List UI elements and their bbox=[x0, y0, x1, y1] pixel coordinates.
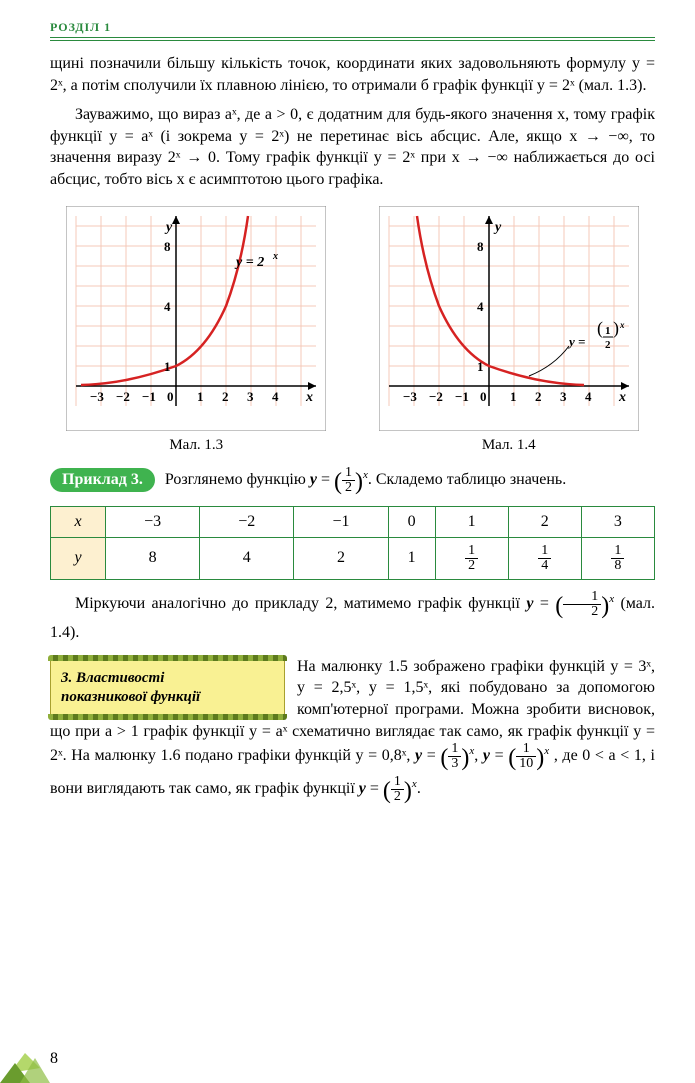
paragraph-3: Міркуючи аналогічно до прикладу 2, матим… bbox=[50, 590, 655, 644]
example-pill: Приклад 3. bbox=[50, 468, 155, 492]
table-header-y: y bbox=[51, 537, 106, 579]
svg-text:0: 0 bbox=[167, 389, 174, 404]
section-header: РОЗДІЛ 1 bbox=[50, 20, 655, 38]
svg-text:4: 4 bbox=[272, 389, 279, 404]
header-label: РОЗДІЛ 1 bbox=[50, 20, 111, 34]
table-cell: 3 bbox=[581, 506, 654, 537]
table-cell: 14 bbox=[508, 537, 581, 579]
svg-text:−1: −1 bbox=[455, 389, 469, 404]
svg-text:x: x bbox=[618, 390, 626, 405]
svg-text:8: 8 bbox=[477, 239, 484, 254]
svg-text:y: y bbox=[164, 220, 173, 235]
table-cell: 1 bbox=[435, 506, 508, 537]
example-text-before: Розглянемо функцію bbox=[165, 471, 310, 488]
table-cell: 8 bbox=[106, 537, 200, 579]
svg-text:8: 8 bbox=[164, 239, 171, 254]
chart-1-wrapper: y x y = 2 x −3 −2 −1 0 1 2 3 4 1 4 8 Мал… bbox=[66, 206, 326, 454]
svg-text:1: 1 bbox=[605, 325, 611, 337]
svg-text:): ) bbox=[613, 318, 619, 339]
svg-text:x: x bbox=[305, 390, 313, 405]
svg-text:2: 2 bbox=[222, 389, 229, 404]
svg-text:2: 2 bbox=[535, 389, 542, 404]
chart-1-caption: Мал. 1.3 bbox=[169, 437, 223, 454]
table-header-x: x bbox=[51, 506, 106, 537]
chart-1: y x y = 2 x −3 −2 −1 0 1 2 3 4 1 4 8 bbox=[66, 206, 326, 431]
values-table: x −3 −2 −1 0 1 2 3 y 8 4 2 1 12 14 18 bbox=[50, 506, 655, 580]
svg-text:y = 2: y = 2 bbox=[234, 255, 264, 270]
svg-text:1: 1 bbox=[164, 359, 171, 374]
svg-text:4: 4 bbox=[585, 389, 592, 404]
callout-line2: показникової функції bbox=[61, 688, 274, 707]
table-cell: 0 bbox=[388, 506, 435, 537]
svg-text:−2: −2 bbox=[116, 389, 130, 404]
svg-text:−3: −3 bbox=[90, 389, 104, 404]
example-3-line: Приклад 3. Розглянемо функцію y = (12)x.… bbox=[50, 466, 655, 496]
svg-text:0: 0 bbox=[480, 389, 487, 404]
svg-text:−1: −1 bbox=[142, 389, 156, 404]
charts-row: y x y = 2 x −3 −2 −1 0 1 2 3 4 1 4 8 Мал… bbox=[50, 206, 655, 454]
svg-text:2: 2 bbox=[605, 339, 611, 351]
table-row: x −3 −2 −1 0 1 2 3 bbox=[51, 506, 655, 537]
corner-decoration-icon bbox=[0, 1013, 60, 1083]
svg-text:3: 3 bbox=[247, 389, 254, 404]
paragraph-1: щині позначили більшу кількість точок, к… bbox=[50, 53, 655, 96]
svg-text:1: 1 bbox=[477, 359, 484, 374]
svg-text:x: x bbox=[619, 320, 625, 330]
table-row: y 8 4 2 1 12 14 18 bbox=[51, 537, 655, 579]
svg-text:4: 4 bbox=[477, 299, 484, 314]
callout-line1: 3. Властивості bbox=[61, 669, 274, 688]
example-text-after: . Складемо таблицю значень. bbox=[368, 471, 566, 488]
svg-text:−2: −2 bbox=[429, 389, 443, 404]
chart-2-wrapper: y x y = ( 1 2 ) x −3 −2 −1 0 1 2 3 4 1 4… bbox=[379, 206, 639, 454]
svg-text:4: 4 bbox=[164, 299, 171, 314]
svg-text:1: 1 bbox=[510, 389, 517, 404]
svg-text:(: ( bbox=[597, 318, 603, 339]
chart-2-caption: Мал. 1.4 bbox=[482, 437, 536, 454]
table-cell: −2 bbox=[200, 506, 294, 537]
svg-text:y: y bbox=[493, 220, 502, 235]
svg-text:3: 3 bbox=[560, 389, 567, 404]
table-cell: 1 bbox=[388, 537, 435, 579]
table-cell: 18 bbox=[581, 537, 654, 579]
table-cell: 2 bbox=[508, 506, 581, 537]
section-callout: 3. Властивості показникової функції bbox=[50, 660, 285, 716]
table-cell: 12 bbox=[435, 537, 508, 579]
paragraph-2: Зауважимо, що вираз aˣ, де a > 0, є дода… bbox=[50, 104, 655, 190]
svg-text:y =: y = bbox=[567, 334, 585, 349]
svg-text:−3: −3 bbox=[403, 389, 417, 404]
para3-text-a: Міркуючи аналогічно до прикладу 2, матим… bbox=[75, 595, 526, 612]
svg-text:x: x bbox=[272, 251, 278, 262]
table-cell: 2 bbox=[294, 537, 388, 579]
table-cell: −3 bbox=[106, 506, 200, 537]
chart-2: y x y = ( 1 2 ) x −3 −2 −1 0 1 2 3 4 1 4… bbox=[379, 206, 639, 431]
table-cell: −1 bbox=[294, 506, 388, 537]
table-cell: 4 bbox=[200, 537, 294, 579]
svg-text:1: 1 bbox=[197, 389, 204, 404]
